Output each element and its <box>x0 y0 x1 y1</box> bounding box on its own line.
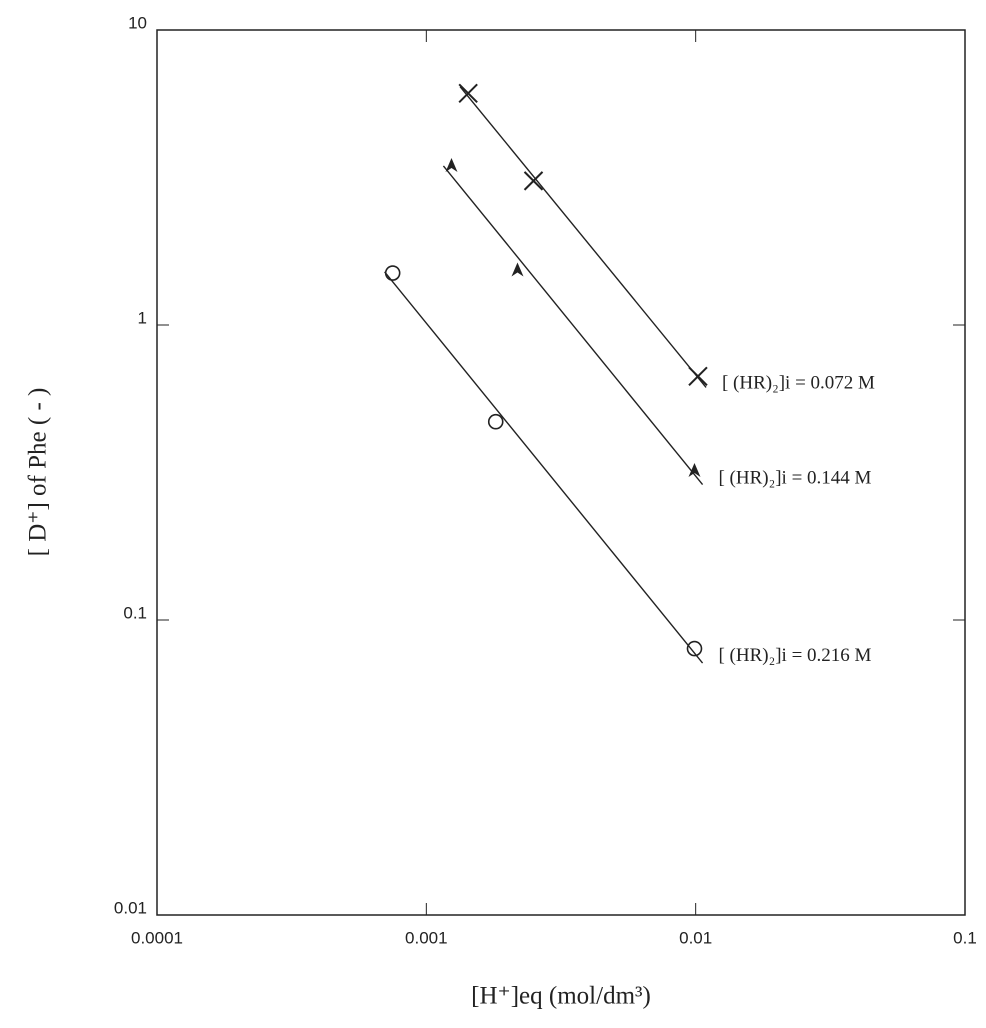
fit-line <box>385 272 703 663</box>
marker <box>445 158 457 172</box>
marker <box>511 263 523 277</box>
marker <box>689 367 707 385</box>
marker <box>489 415 503 429</box>
y-tick-label: 0.1 <box>123 603 147 622</box>
series-label: [ (HR)₂]i = 0.072 M <box>722 373 875 394</box>
chart: [H⁺]eq (mol/dm³) [ D⁺] of Phe ( - ) 0.00… <box>0 0 986 1028</box>
marker <box>459 84 477 102</box>
fit-line <box>443 166 702 485</box>
y-tick-label: 10 <box>128 13 147 32</box>
y-tick-label: 1 <box>138 308 147 327</box>
y-tick-label: 0.01 <box>114 898 147 917</box>
marker <box>525 172 543 190</box>
series-label: [ (HR)₂]i = 0.144 M <box>718 467 871 488</box>
series-label: [ (HR)₂]i = 0.216 M <box>718 645 871 666</box>
x-tick-label: 0.0001 <box>131 928 183 947</box>
x-tick-label: 0.1 <box>953 928 977 947</box>
x-tick-label: 0.001 <box>405 928 448 947</box>
fit-line <box>460 87 706 388</box>
x-axis-label: [H⁺]eq (mol/dm³) <box>471 983 651 1010</box>
y-axis-label: [ D⁺] of Phe ( - ) <box>25 388 52 557</box>
x-tick-label: 0.01 <box>679 928 712 947</box>
marker <box>386 266 400 280</box>
